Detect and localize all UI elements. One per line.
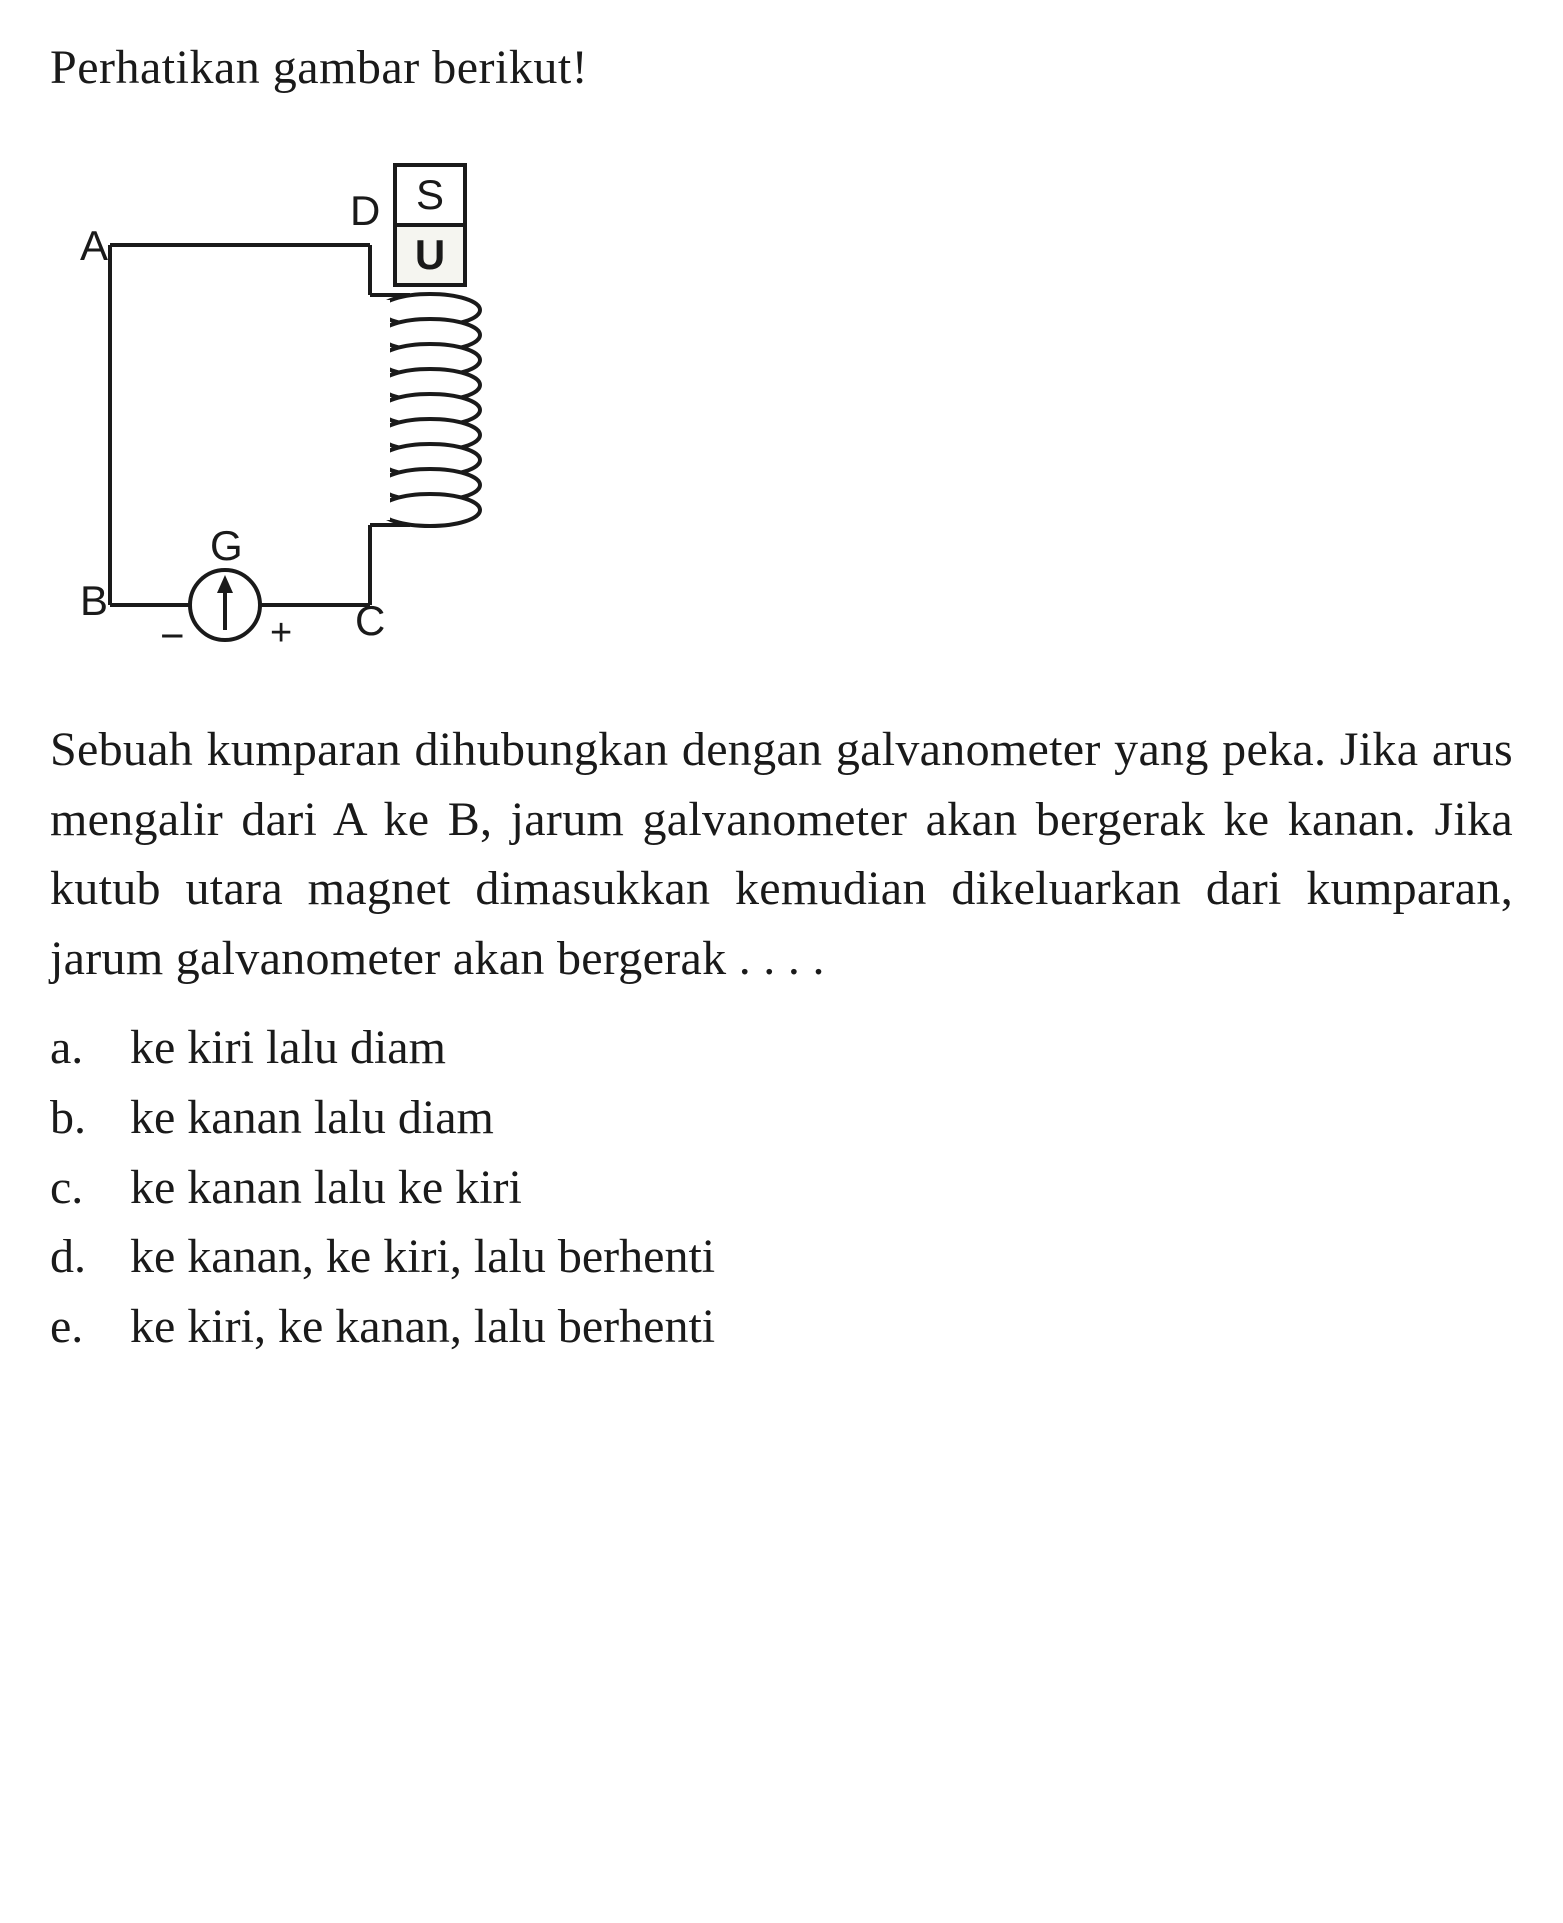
label-minus: − [160,612,185,659]
option-b: b. ke kanan lalu diam [50,1083,1513,1153]
options-list: a. ke kiri lalu diam b. ke kanan lalu di… [50,1013,1513,1361]
option-text: ke kanan, ke kiri, lalu berhenti [130,1222,1513,1292]
label-plus: + [270,612,292,654]
option-text: ke kanan lalu diam [130,1083,1513,1153]
option-text: ke kiri lalu diam [130,1013,1513,1083]
option-c: c. ke kanan lalu ke kiri [50,1153,1513,1223]
option-letter: c. [50,1153,130,1223]
coil [380,294,480,526]
option-e: e. ke kiri, ke kanan, lalu berhenti [50,1292,1513,1362]
option-letter: b. [50,1083,130,1153]
circuit-diagram: S U A B D C G − + [50,145,570,665]
magnet-u-label: U [415,231,445,278]
option-text: ke kanan lalu ke kiri [130,1153,1513,1223]
label-a: A [80,222,108,269]
question-body: Sebuah kumparan dihubungkan dengan galva… [50,715,1513,993]
option-text: ke kiri, ke kanan, lalu berhenti [130,1292,1513,1362]
label-c: C [355,597,385,644]
question-heading: Perhatikan gambar berikut! [50,40,1513,95]
label-d: D [350,187,380,234]
magnet-s-label: S [416,171,444,218]
label-b: B [80,577,108,624]
option-a: a. ke kiri lalu diam [50,1013,1513,1083]
option-letter: e. [50,1292,130,1362]
label-g: G [210,522,243,569]
option-d: d. ke kanan, ke kiri, lalu berhenti [50,1222,1513,1292]
option-letter: a. [50,1013,130,1083]
option-letter: d. [50,1222,130,1292]
